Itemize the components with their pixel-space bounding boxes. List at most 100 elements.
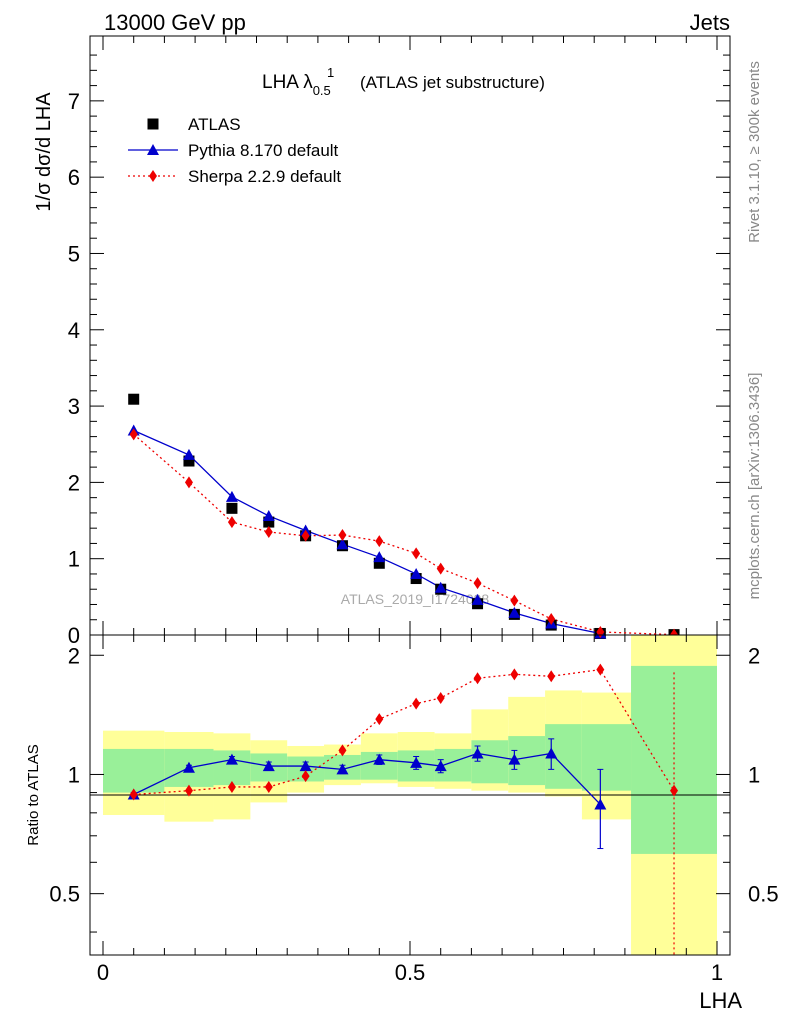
sherpa-main-point — [510, 594, 519, 607]
pythia-ratio-point — [434, 760, 447, 772]
pythia-ratio-point — [410, 756, 423, 768]
main-y-tick-label: 2 — [68, 470, 80, 495]
header-jets-label: Jets — [690, 10, 730, 35]
pythia-main-point — [373, 551, 386, 563]
mcplots-credit-label: mcplots.cern.ch [arXiv:1306.3436] — [746, 373, 763, 600]
plot-title-rest: (ATLAS jet substructure) — [360, 73, 545, 92]
main-y-tick-label: 4 — [68, 318, 80, 343]
x-tick-label: 1 — [711, 960, 723, 985]
sherpa-ratio-point — [301, 770, 310, 783]
main-y-tick-labels: 0 1 2 3 4 5 6 7 — [68, 89, 80, 648]
atlas-main-point — [263, 516, 275, 528]
ratio-y-axis-label-text: Ratio to ATLAS — [25, 744, 42, 845]
sherpa-ratio-point — [264, 780, 273, 793]
sherpa-main-point — [412, 547, 421, 560]
sherpa-ratio-point — [547, 670, 556, 683]
ratio-y-tick-label-right: 2 — [748, 643, 760, 668]
x-axis-label: LHA — [699, 988, 742, 1013]
x-ticks — [102, 635, 718, 955]
ratio-panel: 0.5 0.5 1 1 2 2 0 0.5 1 — [49, 634, 779, 985]
pythia-main-point — [262, 509, 275, 521]
sherpa-main-line — [133, 433, 675, 636]
legend-pythia-label: Pythia 8.170 default — [188, 141, 339, 160]
plot-title: LHA λ0.5 — [262, 72, 331, 98]
ratio-series — [127, 663, 679, 955]
legend: ATLAS Pythia 8.170 default Sherpa 2.2.9 de… — [128, 115, 341, 186]
pythia-main-point — [508, 606, 521, 618]
ratio-y-tick-label: 0.5 — [49, 882, 80, 907]
pythia-ratio-point — [225, 753, 238, 765]
sherpa-ratio-point — [227, 780, 236, 793]
pythia-main-point — [225, 490, 238, 502]
sherpa-main-point — [547, 612, 556, 625]
main-panel: 0 1 2 3 4 5 6 7 ATLAS_2019_I1724098 — [68, 35, 731, 648]
ratio-y-ticks — [90, 654, 730, 933]
ratio-y-tick-label: 1 — [68, 762, 80, 787]
sherpa-ratio-point — [412, 697, 421, 710]
sherpa-ratio-point — [129, 788, 138, 801]
sherpa-ratio-point — [436, 691, 445, 704]
atlas-main-point — [226, 502, 238, 514]
ratio-y-axis-label: Ratio to ATLAS — [25, 744, 42, 845]
atlas-main-point — [373, 557, 385, 569]
main-y-tick-label: 1 — [68, 547, 80, 572]
legend-atlas-marker — [147, 118, 159, 130]
main-series — [127, 393, 680, 641]
pythia-ratio-point — [182, 761, 195, 773]
ratio-y-tick-labels: 0.5 0.5 1 1 2 2 — [49, 643, 778, 906]
pythia-ratio-point — [545, 747, 558, 759]
plot-title-main: LHA λ — [262, 72, 313, 93]
sherpa-main-point — [264, 525, 273, 538]
sherpa-main-point — [184, 476, 193, 489]
legend-sherpa-label: Sherpa 2.2.9 default — [188, 167, 341, 186]
sherpa-main-point — [338, 529, 347, 542]
ratio-y-tick-label-right: 1 — [748, 762, 760, 787]
pythia-main-point — [336, 538, 349, 550]
sherpa-ratio-point — [596, 663, 605, 676]
pythia-main-point — [434, 581, 447, 593]
rivet-version-label: Rivet 3.1.10, ≥ 300k events — [746, 61, 763, 243]
pythia-main-point — [182, 448, 195, 460]
legend-atlas-label: ATLAS — [188, 115, 241, 134]
sherpa-main-point — [129, 428, 138, 441]
legend-sherpa-marker — [149, 170, 157, 182]
main-y-tick-label: 5 — [68, 241, 80, 266]
pythia-ratio-point — [373, 753, 386, 765]
main-x-ticks — [102, 36, 718, 635]
main-y-axis-label: 1/σ dσ/d LHA — [33, 92, 55, 212]
x-tick-labels: 0 0.5 1 — [97, 960, 723, 985]
green-band-bin — [103, 748, 165, 793]
atlas-main-point — [183, 455, 195, 467]
sherpa-ratio-point — [375, 713, 384, 726]
pythia-ratio-point — [262, 760, 275, 772]
atlas-main-point — [128, 393, 140, 405]
sherpa-ratio-point — [184, 784, 193, 797]
pythia-ratio-point — [594, 798, 607, 810]
pythia-ratio-point — [336, 763, 349, 775]
sherpa-main-point — [473, 577, 482, 590]
sherpa-main-point — [227, 516, 236, 529]
ratio-y-tick-label-right: 0.5 — [748, 882, 779, 907]
pythia-ratio-point — [471, 747, 484, 759]
green-band-bin — [471, 740, 509, 784]
green-band-bin — [581, 724, 632, 791]
sherpa-ratio-line — [133, 668, 675, 796]
sherpa-main-point — [301, 529, 310, 542]
pythia-main-point — [410, 567, 423, 579]
ratio-y-tick-label: 2 — [68, 643, 80, 668]
sherpa-ratio-point — [473, 672, 482, 685]
plot-title-sup: 1 — [327, 65, 334, 80]
main-y-tick-label: 0 — [68, 623, 80, 648]
main-y-axis-label-text: 1/σ dσ/d LHA — [33, 92, 55, 212]
x-tick-label: 0.5 — [395, 960, 426, 985]
plot-title-sub: 0.5 — [313, 83, 331, 98]
pythia-ratio-point — [299, 760, 312, 772]
main-y-tick-label: 3 — [68, 394, 80, 419]
sherpa-ratio-point — [670, 784, 679, 797]
sherpa-ratio-point — [510, 668, 519, 681]
main-y-tick-label: 6 — [68, 165, 80, 190]
watermark-label: ATLAS_2019_I1724098 — [341, 591, 490, 607]
main-panel-frame — [89, 35, 731, 636]
sherpa-main-point — [436, 562, 445, 575]
